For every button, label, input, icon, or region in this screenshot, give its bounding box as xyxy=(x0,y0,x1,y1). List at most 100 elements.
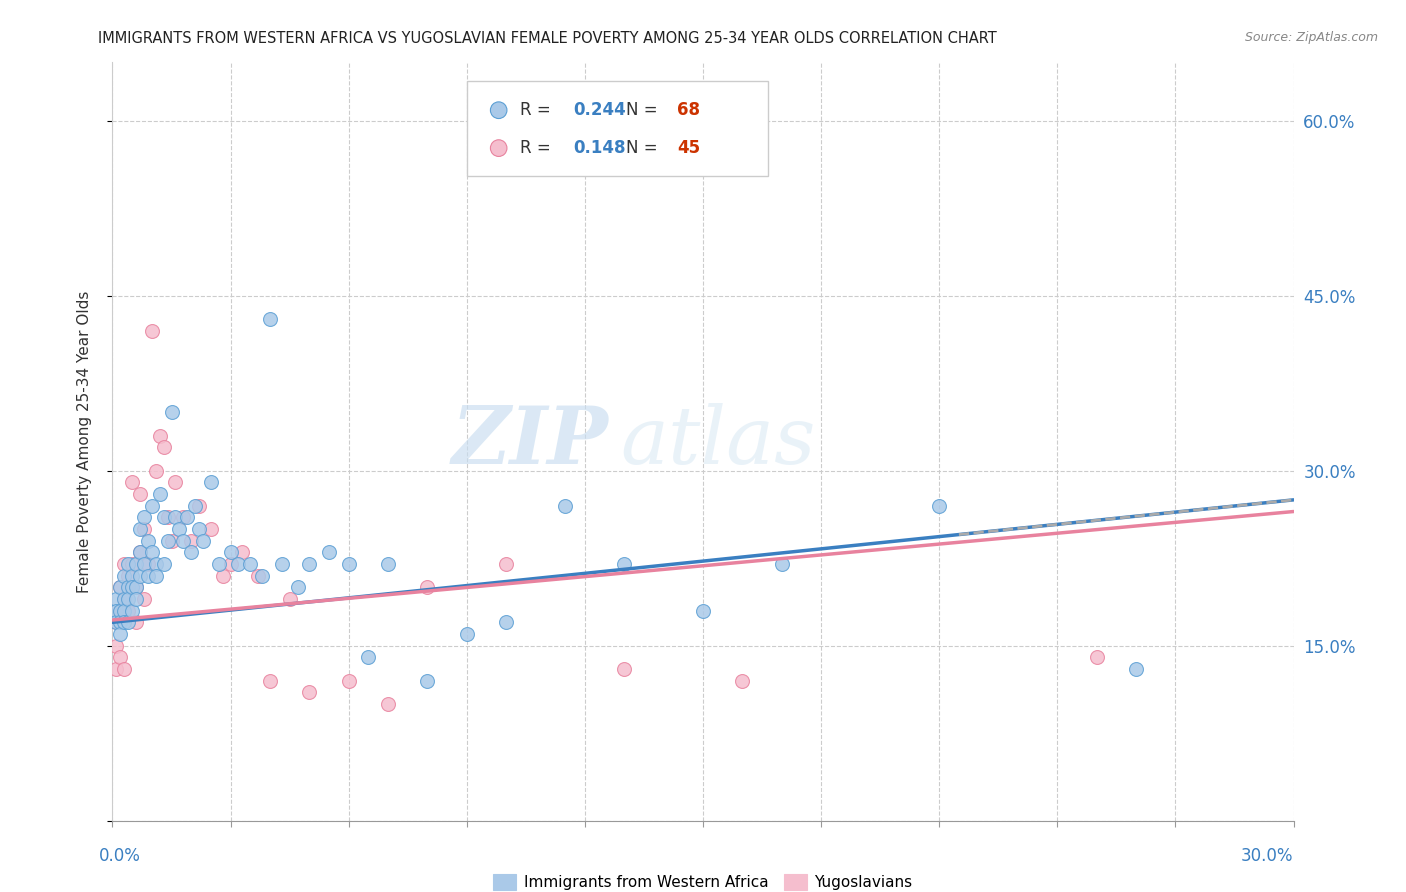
Point xyxy=(110,615,132,630)
Point xyxy=(613,557,636,571)
Text: R =: R = xyxy=(520,101,555,120)
Point xyxy=(208,557,231,571)
Point xyxy=(377,697,399,711)
Point xyxy=(1085,650,1108,665)
Point xyxy=(125,592,148,607)
Point xyxy=(152,557,174,571)
Point xyxy=(200,522,222,536)
Point xyxy=(112,615,135,630)
Point xyxy=(112,604,135,618)
Point xyxy=(121,568,143,582)
Point xyxy=(112,662,135,676)
Point xyxy=(121,580,143,594)
Point xyxy=(149,428,172,442)
Legend: Immigrants from Western Africa, Yugoslavians: Immigrants from Western Africa, Yugoslav… xyxy=(488,868,918,892)
Point xyxy=(172,510,194,524)
Point xyxy=(160,533,183,548)
Point xyxy=(495,615,517,630)
Point xyxy=(125,580,148,594)
Point xyxy=(141,545,163,559)
Point xyxy=(125,557,148,571)
Point xyxy=(165,510,187,524)
Point xyxy=(152,441,174,455)
Point xyxy=(219,545,242,559)
FancyBboxPatch shape xyxy=(467,81,768,177)
Point xyxy=(337,673,360,688)
Point xyxy=(125,615,148,630)
Point xyxy=(149,487,172,501)
Point xyxy=(169,522,191,536)
Text: N =: N = xyxy=(626,101,664,120)
Point xyxy=(132,557,155,571)
Point xyxy=(165,475,187,490)
Point xyxy=(136,533,159,548)
Text: 0.148: 0.148 xyxy=(574,139,626,157)
Text: IMMIGRANTS FROM WESTERN AFRICA VS YUGOSLAVIAN FEMALE POVERTY AMONG 25-34 YEAR OL: IMMIGRANTS FROM WESTERN AFRICA VS YUGOSL… xyxy=(98,31,997,46)
Point xyxy=(184,499,207,513)
Point xyxy=(121,604,143,618)
Point xyxy=(110,650,132,665)
Point xyxy=(1125,662,1147,676)
Point xyxy=(259,312,281,326)
Point xyxy=(318,545,340,559)
Point xyxy=(105,615,128,630)
Point xyxy=(731,673,754,688)
Point xyxy=(357,650,380,665)
Point xyxy=(219,557,242,571)
Point xyxy=(129,545,152,559)
Point xyxy=(250,568,273,582)
Point xyxy=(145,557,167,571)
Point xyxy=(176,510,198,524)
Point xyxy=(259,673,281,688)
Point xyxy=(270,557,292,571)
Point xyxy=(495,557,517,571)
Text: Source: ZipAtlas.com: Source: ZipAtlas.com xyxy=(1244,31,1378,45)
Point xyxy=(160,405,183,419)
Point xyxy=(377,557,399,571)
Point xyxy=(188,499,211,513)
Text: N =: N = xyxy=(626,139,664,157)
Point xyxy=(278,592,301,607)
Text: R =: R = xyxy=(520,139,555,157)
Point xyxy=(117,615,139,630)
Point xyxy=(117,557,139,571)
Text: 0.0%: 0.0% xyxy=(98,847,141,865)
Point xyxy=(180,545,202,559)
Point xyxy=(136,568,159,582)
Point xyxy=(112,557,135,571)
Point xyxy=(117,592,139,607)
Point xyxy=(156,533,179,548)
Point xyxy=(105,615,128,630)
Text: 68: 68 xyxy=(678,101,700,120)
Ellipse shape xyxy=(491,140,508,156)
Point xyxy=(692,604,714,618)
Point xyxy=(110,627,132,641)
Point xyxy=(180,533,202,548)
Point xyxy=(121,475,143,490)
Point xyxy=(188,522,211,536)
Point xyxy=(613,662,636,676)
Point xyxy=(129,545,152,559)
Point xyxy=(136,557,159,571)
Point xyxy=(298,685,321,699)
Point xyxy=(105,592,128,607)
Point xyxy=(145,568,167,582)
Point xyxy=(770,557,793,571)
Point xyxy=(105,662,128,676)
Point xyxy=(110,580,132,594)
Point xyxy=(928,499,950,513)
Text: ZIP: ZIP xyxy=(451,403,609,480)
Point xyxy=(191,533,214,548)
Point xyxy=(231,545,253,559)
Text: atlas: atlas xyxy=(620,403,815,480)
Point xyxy=(117,580,139,594)
Ellipse shape xyxy=(491,102,508,119)
Point xyxy=(105,639,128,653)
Point xyxy=(456,627,478,641)
Point xyxy=(156,510,179,524)
Point xyxy=(247,568,270,582)
Point xyxy=(145,464,167,478)
Point xyxy=(132,592,155,607)
Point xyxy=(211,568,233,582)
Text: 45: 45 xyxy=(678,139,700,157)
